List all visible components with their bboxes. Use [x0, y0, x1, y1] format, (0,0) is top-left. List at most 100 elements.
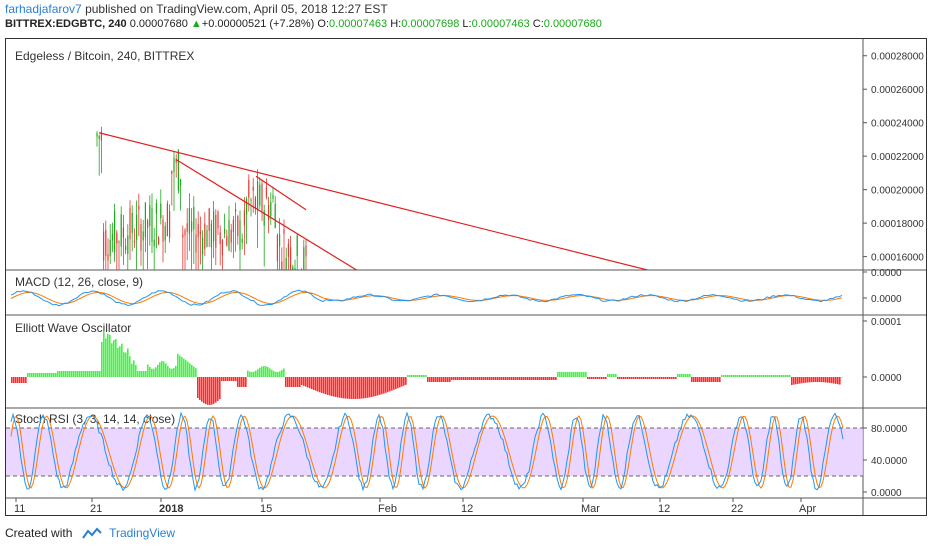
ewo-bar-neg	[529, 377, 531, 380]
ewo-bar-neg	[361, 377, 363, 399]
macd-tick-label: 0.0000	[871, 294, 902, 305]
ewo-bar-neg	[839, 377, 841, 385]
author-link[interactable]: farhadjafarov7	[5, 2, 82, 16]
ewo-bar-pos	[283, 368, 285, 377]
ewo-bar-neg	[319, 377, 321, 393]
ewo-bar-neg	[513, 377, 515, 380]
ewo-bar-neg	[793, 377, 795, 385]
ewo-bar-neg	[385, 377, 387, 393]
ewo-bar-neg	[503, 377, 505, 380]
ewo-bar-pos	[67, 371, 69, 377]
ewo-bar-neg	[395, 377, 397, 390]
candle-body	[191, 221, 193, 232]
time-tick-label: Apr	[799, 503, 816, 515]
ewo-bar-neg	[311, 377, 313, 390]
ewo-bar-neg	[437, 377, 439, 382]
candle-body	[162, 219, 164, 242]
ewo-bar-pos	[567, 372, 569, 377]
ewo-bar-neg	[347, 377, 349, 399]
ewo-bar-neg	[621, 377, 623, 379]
candle-body	[197, 223, 199, 237]
ewo-bar-neg	[453, 377, 455, 380]
ewo-bar-neg	[303, 377, 305, 386]
candle-body	[138, 206, 140, 210]
ewo-bar-neg	[511, 377, 513, 380]
ewo-bar-neg	[295, 377, 297, 387]
stoch-d-line	[10, 415, 844, 490]
ewo-bar-pos	[277, 371, 279, 377]
ewo-bar-pos	[607, 374, 609, 377]
ewo-bar-neg	[17, 377, 19, 383]
ewo-bar-pos	[683, 374, 685, 377]
ewo-bar-pos	[47, 373, 49, 377]
ewo-bar-neg	[535, 377, 537, 380]
ewo-bar-neg	[325, 377, 327, 395]
ewo-bar-neg	[213, 377, 215, 404]
candle-body	[261, 183, 263, 211]
tradingview-link[interactable]: TradingView	[109, 526, 176, 540]
ewo-bar-neg	[829, 377, 831, 383]
chart-svg[interactable]: 0.00028000 0.00026000 0.00024000 0.00022000…	[6, 39, 926, 515]
ewo-bar-pos	[577, 372, 579, 377]
ewo-bar-neg	[197, 377, 199, 398]
ewo-bar-neg	[587, 377, 589, 379]
ewo-bar-neg	[233, 377, 235, 381]
ewo-bar-pos	[257, 369, 259, 377]
ewo-bar-pos	[151, 368, 153, 377]
candle-body	[133, 240, 135, 243]
candle-body	[136, 214, 138, 240]
symbol-line: BITTREX:EDGBTC, 240 0.00007680 ▲+0.00000…	[5, 18, 602, 30]
candle-body	[301, 269, 303, 270]
ewo-bar-pos	[75, 371, 77, 377]
candle-body	[111, 233, 113, 241]
ewo-bar-neg	[471, 377, 473, 380]
ewo-bar-neg	[521, 377, 523, 380]
macd-title: MACD (12, 26, close, 9)	[15, 275, 143, 289]
macd-line	[10, 289, 843, 307]
candle-body	[259, 184, 261, 206]
ewo-bar-pos	[787, 375, 789, 377]
ewo-bar-neg	[313, 377, 315, 390]
ewo-bar-neg	[709, 377, 711, 382]
ewo-bar-pos	[51, 373, 53, 377]
ewo-bar-neg	[215, 377, 217, 403]
ewo-bar-pos	[167, 366, 169, 377]
ewo-bar-pos	[611, 374, 613, 377]
ewo-bar-neg	[485, 377, 487, 380]
ewo-bar-neg	[373, 377, 375, 397]
ewo-bar-pos	[753, 375, 755, 377]
ewo-bar-neg	[467, 377, 469, 380]
chart-container[interactable]: 0.00028000 0.00026000 0.00024000 0.00022000…	[5, 38, 927, 516]
ewo-bar-pos	[99, 371, 101, 377]
ewo-bar-pos	[135, 364, 137, 377]
ewo-bar-pos	[133, 360, 135, 377]
ewo-bar-neg	[515, 377, 517, 380]
ewo-bar-neg	[371, 377, 373, 397]
ewo-bar-neg	[401, 377, 403, 387]
ewo-bar-pos	[575, 372, 577, 377]
ewo-bar-neg	[641, 377, 643, 379]
ewo-bar-neg	[337, 377, 339, 398]
ewo-bar-neg	[341, 377, 343, 399]
ewo-bar-neg	[701, 377, 703, 382]
ewo-bar-neg	[633, 377, 635, 379]
ewo-bar-pos	[77, 371, 79, 377]
ewo-bar-neg	[315, 377, 317, 391]
ewo-bar-neg	[343, 377, 345, 399]
candle-body	[103, 231, 105, 261]
candle-body	[243, 210, 245, 226]
ewo-bar-neg	[663, 377, 665, 379]
candle-body	[171, 170, 173, 174]
ewo-bar-neg	[803, 377, 805, 383]
ewo-bar-neg	[505, 377, 507, 380]
ewo-bar-neg	[473, 377, 475, 380]
ewo-bar-neg	[229, 377, 231, 381]
candle-body	[116, 232, 118, 244]
candle-body	[270, 201, 272, 216]
ewo-bar-neg	[217, 377, 219, 401]
ewo-bar-neg	[599, 377, 601, 379]
ewo-bar-pos	[569, 372, 571, 377]
ewo-bar-neg	[23, 377, 25, 383]
ewo-bar-neg	[555, 377, 557, 380]
ewo-bar-neg	[403, 377, 405, 386]
